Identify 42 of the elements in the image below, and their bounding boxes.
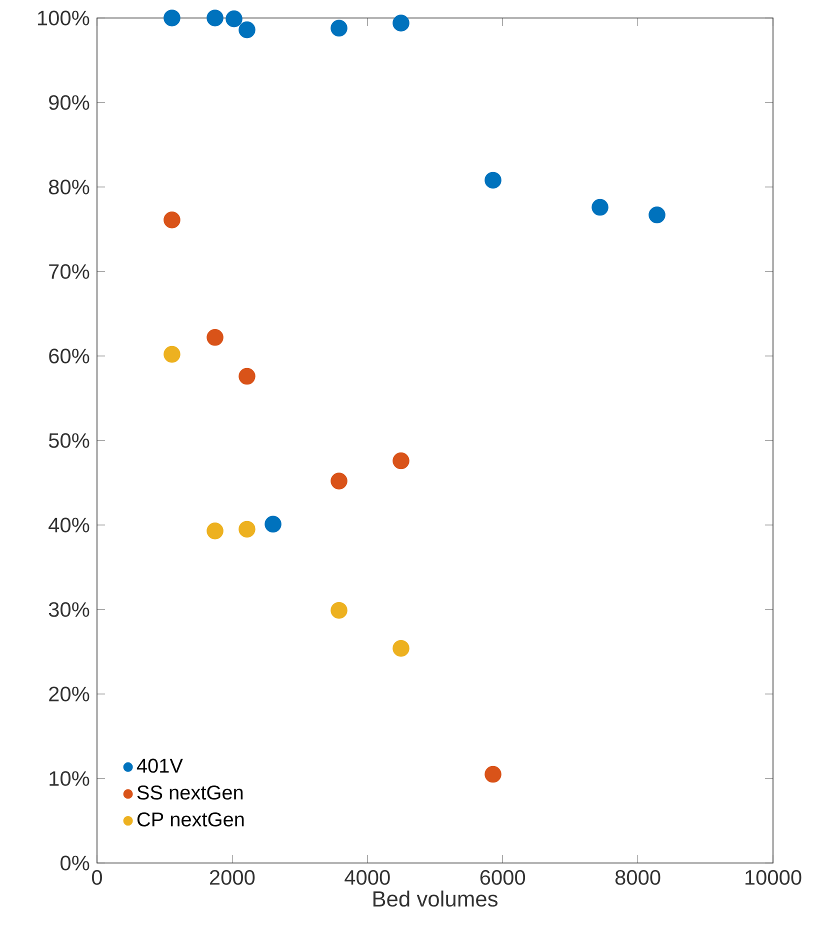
point <box>164 10 180 26</box>
point <box>238 520 256 538</box>
y-tick-label: 90% <box>49 95 90 110</box>
legend-label: CP nextGen <box>137 812 244 826</box>
point <box>392 14 410 32</box>
y-tick-label: 70% <box>49 264 90 279</box>
y-tick-label: 10% <box>50 771 90 786</box>
point <box>392 640 410 657</box>
point <box>484 172 502 189</box>
point <box>238 368 256 385</box>
point <box>226 10 242 28</box>
point <box>330 602 348 619</box>
point <box>206 522 224 540</box>
x-tick-label: 4000 <box>344 870 390 885</box>
point <box>238 21 256 38</box>
x-tick-label: 6000 <box>480 870 526 885</box>
x-axis-title: Bed volumes <box>373 890 498 907</box>
y-tick-label: 20% <box>49 686 90 702</box>
point <box>264 516 282 533</box>
y-tick-label: 100% <box>38 10 90 26</box>
x-tick-label: 0 <box>92 870 102 885</box>
point <box>164 212 180 228</box>
legend-label: 401V <box>136 758 183 773</box>
point <box>164 346 180 363</box>
y-tick-label: 0% <box>60 856 90 870</box>
x-tick-label: 10000 <box>746 870 802 885</box>
point <box>392 452 410 470</box>
point <box>330 20 348 37</box>
x-tick-label: 2000 <box>210 870 255 885</box>
y-tick-label: 80% <box>48 180 90 194</box>
y-tick-label: 60% <box>49 348 90 364</box>
point <box>206 329 224 346</box>
y-tick-label: 40% <box>48 518 90 532</box>
y-tick-label: 30% <box>48 602 90 617</box>
y-tick-label: 50% <box>48 433 90 448</box>
point <box>592 198 608 216</box>
point <box>206 10 224 26</box>
point <box>648 206 666 224</box>
point <box>484 766 502 783</box>
point <box>330 472 348 490</box>
legend-label: SS nextGen <box>137 786 243 800</box>
x-tick-label: 8000 <box>615 870 660 885</box>
